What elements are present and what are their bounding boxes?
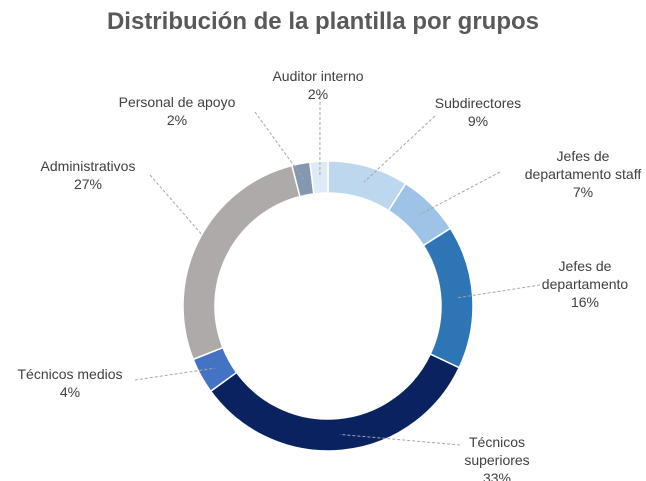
donut-segment xyxy=(209,353,461,452)
value-label: 7% xyxy=(572,184,594,200)
data-label: Jefes de departamento staff 7% xyxy=(519,147,646,201)
leader-line xyxy=(149,174,214,248)
value-label: 2% xyxy=(307,86,329,102)
data-label: Jefes de departamento 16% xyxy=(530,257,640,311)
category-label: Personal de apoyo xyxy=(118,94,236,110)
data-label: Técnicos medios 4% xyxy=(17,365,122,401)
category-label: Auditor interno xyxy=(272,68,364,84)
leader-line xyxy=(340,433,461,446)
leader-line xyxy=(254,111,305,180)
value-label: 27% xyxy=(73,176,103,192)
category-label: Jefes de departamento staff xyxy=(524,148,642,182)
data-label: Técnicos superiores 33% xyxy=(452,433,542,481)
donut-segment xyxy=(422,227,474,369)
value-label: 33% xyxy=(482,470,512,481)
leader-line xyxy=(418,171,501,216)
value-label: 2% xyxy=(166,112,188,128)
category-label: Administrativos xyxy=(40,158,136,174)
data-label: Auditor interno 2% xyxy=(272,67,363,103)
donut-segment xyxy=(308,160,329,195)
value-label: 16% xyxy=(570,294,600,310)
donut-segment xyxy=(182,164,301,361)
data-label: Personal de apoyo 2% xyxy=(119,93,236,129)
value-label: 9% xyxy=(467,113,489,129)
category-label: Subdirectores xyxy=(434,95,522,111)
data-label: Administrativos 27% xyxy=(41,157,136,193)
leader-line xyxy=(456,284,541,299)
category-label: Técnicos superiores xyxy=(464,434,530,468)
category-label: Técnicos medios xyxy=(17,366,123,382)
data-label: Subdirectores 9% xyxy=(435,94,521,130)
chart-title: Distribución de la plantilla por grupos xyxy=(106,8,540,35)
category-label: Jefes de departamento xyxy=(541,258,629,292)
value-label: 4% xyxy=(59,384,81,400)
leader-line xyxy=(134,367,216,381)
leader-line xyxy=(363,115,436,183)
